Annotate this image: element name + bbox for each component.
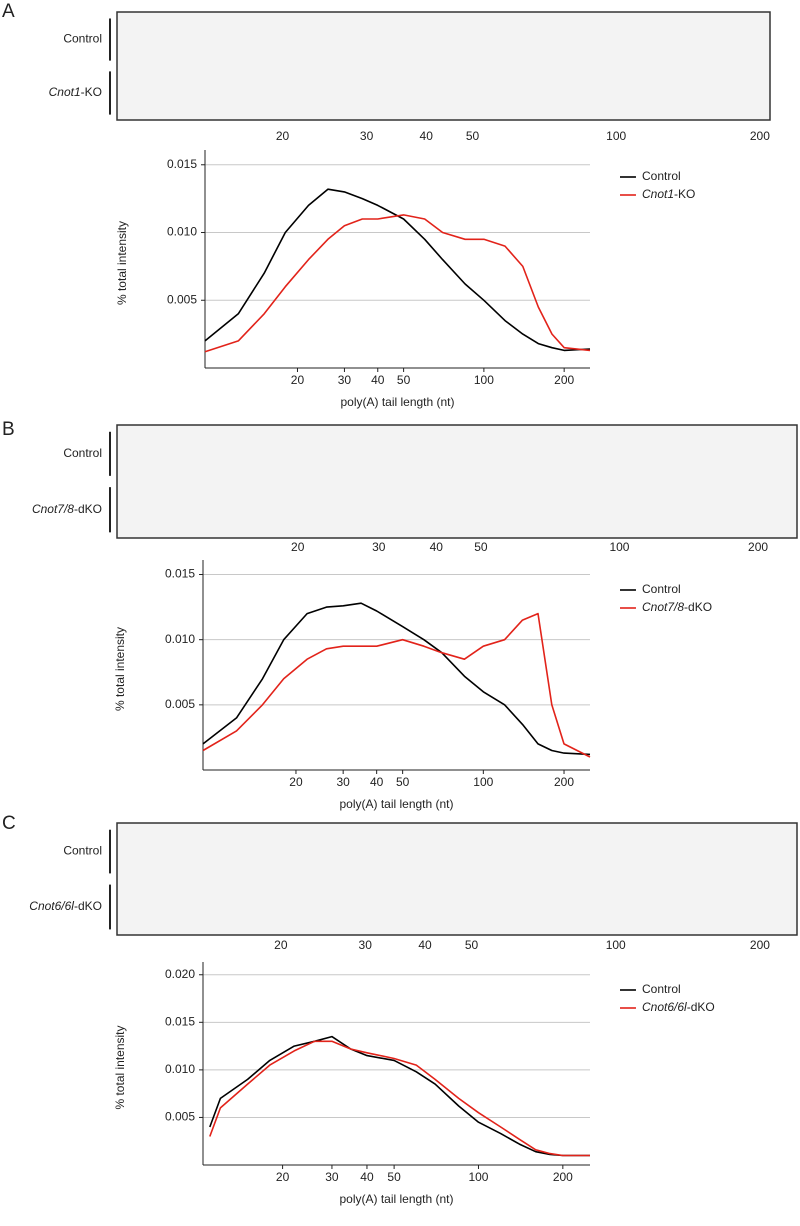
y-tick-label: 0.010 — [165, 632, 195, 646]
legend-label: Cnot1-KO — [642, 187, 695, 201]
data-line — [204, 214, 591, 353]
lane-label: Cnot1-KO — [49, 85, 102, 99]
x-axis-title: poly(A) tail length (nt) — [339, 797, 453, 811]
y-axis-title: % total intensity — [115, 221, 129, 305]
data-line — [209, 1040, 590, 1157]
gel-tick-label: 20 — [276, 129, 290, 143]
data-line — [202, 612, 591, 758]
panel-letter: A — [2, 1, 15, 22]
legend-label: Control — [642, 169, 681, 183]
gel-tick-label: 30 — [359, 938, 373, 952]
legend-label: Control — [642, 582, 681, 596]
gel-tick-label: 20 — [291, 540, 305, 554]
gel-tick-label: 50 — [465, 938, 479, 952]
gel-tick-label: 200 — [748, 540, 768, 554]
gel-tick-label: 30 — [360, 129, 374, 143]
x-tick-label: 100 — [473, 775, 493, 789]
y-tick-label: 0.010 — [167, 225, 197, 239]
x-tick-label: 40 — [370, 775, 384, 789]
x-tick-label: 200 — [554, 373, 574, 387]
gel-tick-label: 40 — [418, 938, 432, 952]
x-tick-label: 30 — [336, 775, 350, 789]
x-tick-label: 20 — [291, 373, 305, 387]
legend-label: Cnot6/6l-dKO — [642, 1000, 715, 1014]
gel-tick-label: 100 — [609, 540, 629, 554]
gel-tick-label: 100 — [606, 938, 626, 952]
x-tick-label: 30 — [338, 373, 352, 387]
panel-letter: C — [2, 813, 16, 834]
x-tick-label: 200 — [554, 775, 574, 789]
y-axis-title: % total intensity — [113, 627, 127, 711]
x-axis-title: poly(A) tail length (nt) — [340, 395, 454, 409]
y-tick-label: 0.015 — [165, 567, 195, 581]
lane-label: Control — [63, 446, 102, 460]
x-tick-label: 50 — [397, 373, 411, 387]
x-tick-label: 20 — [276, 1170, 290, 1184]
x-tick-label: 40 — [360, 1170, 374, 1184]
data-line — [204, 188, 591, 352]
x-tick-label: 100 — [474, 373, 494, 387]
gel-tick-label: 100 — [606, 129, 626, 143]
lane-label: Cnot6/6l-dKO — [29, 899, 102, 913]
legend-label: Cnot7/8-dKO — [642, 600, 712, 614]
legend-label: Control — [642, 982, 681, 996]
x-tick-label: 200 — [553, 1170, 573, 1184]
x-axis-title: poly(A) tail length (nt) — [339, 1192, 453, 1206]
x-tick-label: 40 — [371, 373, 385, 387]
gel-tick-label: 50 — [474, 540, 488, 554]
gel-tick-label: 20 — [274, 938, 288, 952]
lane-label: Cnot7/8-dKO — [32, 502, 102, 516]
y-tick-label: 0.015 — [167, 157, 197, 171]
x-tick-label: 50 — [387, 1170, 401, 1184]
x-tick-label: 30 — [325, 1170, 339, 1184]
gel-tick-label: 30 — [372, 540, 386, 554]
y-tick-label: 0.015 — [165, 1014, 195, 1028]
y-tick-label: 0.010 — [165, 1062, 195, 1076]
x-tick-label: 100 — [468, 1170, 488, 1184]
y-axis-title: % total intensity — [113, 1025, 127, 1109]
gel-tick-label: 200 — [750, 129, 770, 143]
y-tick-label: 0.005 — [165, 697, 195, 711]
x-tick-label: 20 — [289, 775, 303, 789]
panel-letter: B — [2, 419, 15, 440]
lane-label: Control — [63, 32, 102, 46]
y-tick-label: 0.005 — [165, 1110, 195, 1124]
gel-tick-label: 50 — [466, 129, 480, 143]
lane-label: Control — [63, 844, 102, 858]
x-tick-label: 50 — [396, 775, 410, 789]
y-tick-label: 0.005 — [167, 292, 197, 306]
gel-tick-label: 200 — [750, 938, 770, 952]
y-tick-label: 0.020 — [165, 967, 195, 981]
data-line — [202, 602, 591, 756]
gel-tick-label: 40 — [420, 129, 434, 143]
gel-tick-label: 40 — [430, 540, 444, 554]
data-line — [209, 1035, 590, 1157]
